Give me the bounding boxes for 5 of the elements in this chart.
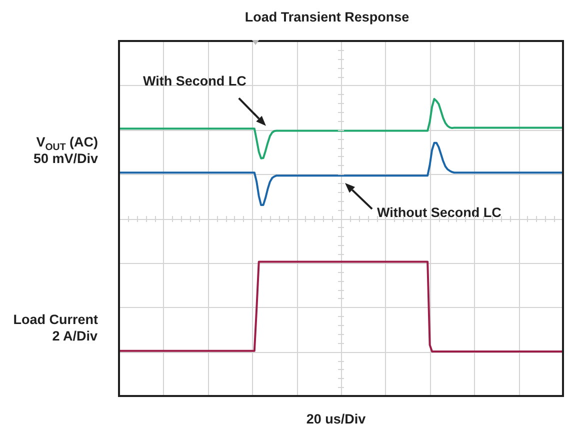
text: Without Second LC <box>376 204 502 220</box>
chart-title: Load Transient Response <box>244 10 410 25</box>
text: With Second LC <box>142 74 247 89</box>
x-axis-title: 20 us/Div <box>306 412 366 427</box>
text: Load Current 2 A/Div <box>13 312 99 344</box>
